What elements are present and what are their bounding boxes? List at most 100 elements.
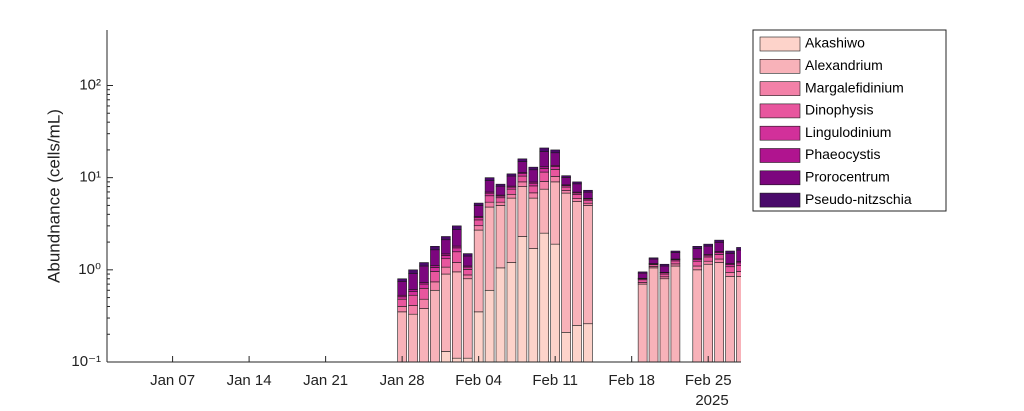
bar-segment [495,197,506,203]
bar-segment [430,267,440,272]
bar-segment [517,161,528,173]
bar-segment [452,357,462,362]
legend-swatch [759,125,801,141]
bar-segment [506,188,517,195]
bar-segment [550,181,560,245]
bar-segment [484,289,495,362]
bar-segment [430,246,440,251]
bar-segment [419,308,429,362]
x-secondary-label: 2025 [695,392,728,409]
bar-segment [408,269,418,274]
legend-label: Pseudo-nitzschia [805,191,912,207]
bar-segment [550,243,560,362]
bar-segment [452,247,462,253]
legend-swatch [759,81,801,96]
bar-segment [670,265,681,362]
bar-segment [692,269,703,362]
legend-label: Lingulodinium [805,124,891,140]
bar-segment [561,190,571,194]
bar-segment [430,249,440,266]
bar-segment [528,192,539,199]
bar-segment [462,274,473,280]
bar-segment [452,229,462,247]
bar-segment [725,266,735,273]
y-tick-label: 10¹ [79,169,101,186]
bar-segment [419,265,429,283]
bar-segment [736,276,741,362]
bar-segment [408,289,418,292]
bar-segment [517,181,528,187]
bar-segment [703,260,713,265]
bar-segment [506,197,517,263]
y-tick-label: 10⁰ [78,261,101,278]
bar-segment [736,249,741,262]
bar-segment [692,246,703,249]
bar-segment [692,260,703,267]
bar-segment [659,263,670,267]
bar-segment [528,166,539,171]
bar-segment [495,183,506,187]
bar-segment [484,201,495,208]
bar-segment [452,262,462,273]
bar-segment [484,192,495,197]
bar-segment [441,255,451,260]
bar-segment [452,251,462,263]
bar-segment [725,264,735,268]
bar-segment [637,279,648,283]
bar-segment [430,281,440,291]
bar-segment [408,294,418,306]
bar-segment [561,175,571,178]
x-tick-label: Feb 04 [455,372,502,389]
bar-segment [583,191,593,199]
bar-segment [419,298,429,309]
bar-segment [452,225,462,230]
bar-segment [572,194,582,199]
bar-segment [484,195,495,203]
legend-swatch [759,192,801,208]
bar-segment [703,243,713,247]
bar-segment [648,257,659,260]
y-tick-label: 10⁻¹ [71,353,101,370]
bar-segment [550,176,560,183]
bar-segment [572,181,582,185]
bar-segment [473,202,484,206]
bar-segment [495,205,506,269]
bar-segment [561,332,571,362]
bar-segment [528,197,539,249]
bar-segment [397,281,407,296]
bar-segment [539,181,550,190]
bar-segment [495,201,506,206]
y-tick-label: 10² [79,76,101,93]
bar-segment [517,158,528,162]
bar-segment [583,323,593,362]
x-tick-label: Feb 25 [685,372,732,389]
bar-segment [506,173,517,177]
bar-segment [670,250,681,253]
bar-segment [561,177,571,186]
bar-segment [725,272,735,277]
bar-segment [736,262,741,266]
bar-segment [430,289,440,362]
bar-segment [736,247,741,251]
bar-segment [452,271,462,359]
bar-segment [495,185,506,196]
bar-segment [528,248,539,362]
bar-segment [441,273,451,352]
bar-segment [462,266,473,270]
legend-swatch [759,170,801,186]
bar-segment [506,193,517,199]
bar-segment [408,313,418,362]
bar-segment [703,245,713,255]
bar-segment [539,151,550,168]
legend-label: Alexandrium [805,57,883,73]
bar-segment [714,262,724,362]
bar-segment [583,199,593,204]
x-tick-label: Feb 11 [532,372,578,389]
legend-label: Prorocentrum [805,169,890,185]
axes: 10⁻¹ 10⁰ 10¹ 10² Jan 07 Jan 14 Jan 21 Jan 28 Feb… [71,30,741,389]
bar-segment [572,183,582,193]
legend-swatch [759,148,801,163]
bar-segment [528,169,539,183]
bar-segment [462,278,473,359]
bar-segment [484,206,495,291]
